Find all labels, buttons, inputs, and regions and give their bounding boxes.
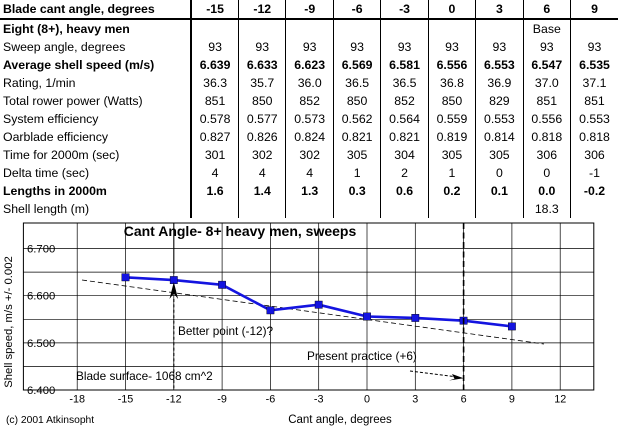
svg-text:-15: -15 — [118, 394, 134, 406]
svg-text:Better point (-12)?: Better point (-12)? — [178, 324, 274, 338]
svg-text:6.500: 6.500 — [27, 338, 55, 350]
svg-text:6.700: 6.700 — [27, 244, 55, 256]
svg-text:Blade surface- 1068 cm^2: Blade surface- 1068 cm^2 — [76, 369, 213, 383]
svg-text:(c) 2001 Atkinsopht: (c) 2001 Atkinsopht — [6, 415, 94, 426]
svg-text:-18: -18 — [69, 394, 85, 406]
svg-text:6: 6 — [461, 394, 467, 406]
svg-text:-6: -6 — [266, 394, 276, 406]
svg-text:Cant angle, degrees: Cant angle, degrees — [288, 414, 392, 426]
svg-text:6.400: 6.400 — [27, 385, 55, 397]
svg-text:0: 0 — [364, 394, 370, 406]
svg-text:Shell speed, m/s +/- 0.002: Shell speed, m/s +/- 0.002 — [3, 256, 15, 388]
svg-text:6.600: 6.600 — [27, 291, 55, 303]
svg-text:Cant Angle- 8+ heavy men, sw: Cant Angle- 8+ heavy men, sweeps — [124, 223, 357, 239]
svg-text:-12: -12 — [166, 394, 182, 406]
svg-text:12: 12 — [554, 394, 566, 406]
svg-text:3: 3 — [412, 394, 418, 406]
svg-text:9: 9 — [509, 394, 515, 406]
svg-text:Present practice (+6): Present practice (+6) — [307, 349, 417, 363]
svg-text:-9: -9 — [217, 394, 227, 406]
svg-text:-3: -3 — [314, 394, 324, 406]
